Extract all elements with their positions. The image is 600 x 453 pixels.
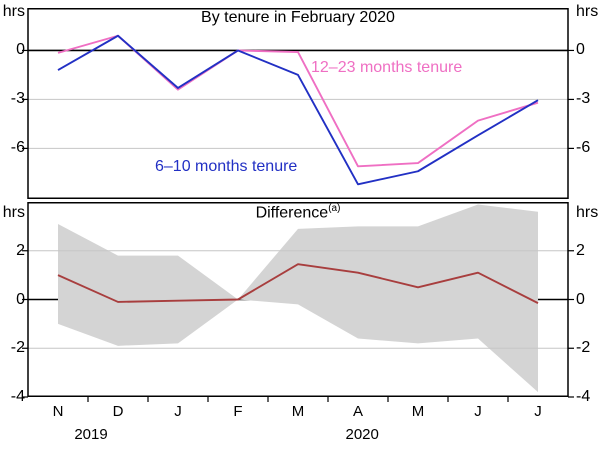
ytick-label: 2	[16, 241, 25, 259]
ytick-label: -2	[10, 339, 25, 357]
xtick-label-dec: D	[112, 403, 124, 420]
series-line-pink_series	[57, 34, 539, 168]
ytick-label: -4	[10, 388, 25, 405]
ytick-label: 0	[16, 41, 25, 59]
xtick-label-jan: J	[174, 403, 182, 420]
ytick-label: 0	[16, 290, 25, 308]
year-label-2020: 2020	[345, 426, 379, 443]
legend-12-23-months-tenure: 12–23 months tenure	[311, 59, 463, 76]
ytick-label: 2	[576, 241, 585, 259]
confidence-band	[58, 204, 538, 393]
unit-label-bottom-right: hrs	[576, 204, 599, 221]
ytick-label: -6	[576, 139, 591, 157]
ytick-label: 0	[576, 290, 585, 308]
legend-6-10-months-tenure: 6–10 months tenure	[155, 158, 298, 175]
footnote-marker: (a)	[328, 203, 341, 214]
bottom-panel-title: Difference(a)	[28, 204, 568, 222]
ytick-label: -4	[576, 388, 591, 405]
xtick-label-mar: M	[291, 403, 305, 420]
xtick-label-apr: A	[352, 403, 363, 420]
xtick-label-may: M	[411, 403, 425, 420]
ytick-label: -6	[10, 139, 25, 157]
ytick-label: -2	[576, 339, 591, 357]
unit-label-top-left: hrs	[2, 3, 25, 20]
ytick-label: -3	[576, 90, 591, 108]
xtick-label-nov: N	[52, 403, 64, 420]
year-label-2019: 2019	[74, 426, 108, 443]
xtick-label-jul: J	[534, 403, 542, 420]
top-panel-title: By tenure in February 2020	[201, 9, 395, 26]
xtick-label-jun: J	[474, 403, 482, 420]
unit-label-top-right: hrs	[576, 3, 599, 20]
series-line-red_series	[57, 263, 539, 305]
xtick-label-feb: F	[233, 403, 243, 420]
unit-label-bottom-left: hrs	[2, 204, 25, 221]
bottom-panel-title-text: Difference	[255, 204, 329, 222]
ytick-label: -3	[10, 90, 25, 108]
panel-border	[27, 8, 569, 199]
top-panel-plot	[22, 8, 574, 199]
ytick-label: 0	[576, 41, 585, 59]
series-line-blue_series	[57, 34, 539, 186]
bottom-panel-plot	[22, 202, 574, 402]
